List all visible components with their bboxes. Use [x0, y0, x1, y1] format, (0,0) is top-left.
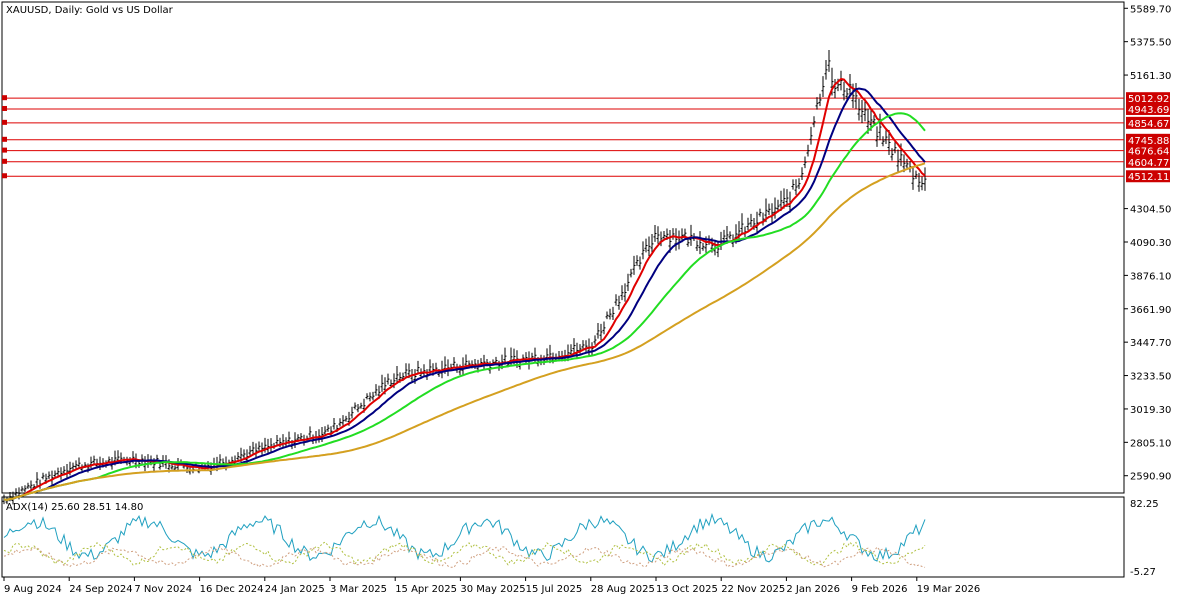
level-price-label: 4512.11 — [1128, 172, 1169, 183]
main-plot-frame — [1, 1, 1125, 494]
window-title: XAUUSD, Daily: Gold vs US Dollar — [6, 5, 174, 16]
price-axis: 5589.70 5375.50 5161.30 4304.50 4090.30 3876.… — [1124, 4, 1171, 483]
time-tick-label: 2 Jan 2026 — [786, 584, 840, 595]
moving-averages — [3, 77, 926, 502]
level-marker — [2, 105, 7, 111]
time-tick-label: 9 Feb 2026 — [852, 584, 908, 595]
time-tick-label: 15 Jul 2025 — [526, 584, 583, 595]
level-price-box — [1126, 133, 1170, 146]
price-tick-label: 3019.30 — [1130, 405, 1171, 416]
indicator-label: ADX(14) 25.60 28.51 14.80 — [6, 502, 143, 513]
level-price-box — [1126, 102, 1170, 115]
price-tick-label: 3876.10 — [1130, 271, 1171, 282]
level-price-box — [1126, 155, 1170, 168]
price-tick-label: 5375.50 — [1130, 38, 1171, 49]
level-marker — [2, 173, 7, 179]
indicator-scale-bottom: -5.27 — [1130, 567, 1156, 578]
indicator-scale-top: 82.25 — [1130, 499, 1159, 510]
ma-long-line — [3, 162, 926, 502]
price-tick-label: 3233.50 — [1130, 372, 1171, 383]
price-tick-label: 2590.90 — [1130, 472, 1171, 483]
level-marker — [2, 95, 7, 101]
time-tick-label: 3 Mar 2025 — [330, 584, 387, 595]
level-price-label: 4943.69 — [1128, 105, 1169, 116]
time-tick-label: 24 Sep 2024 — [69, 584, 132, 595]
price-tick-label: 4304.50 — [1130, 205, 1171, 216]
level-marker — [2, 119, 7, 125]
time-tick-label: 24 Jan 2025 — [265, 584, 325, 595]
level-price-label: 4604.77 — [1128, 158, 1169, 169]
time-tick-label: 22 Nov 2025 — [721, 584, 785, 595]
level-price-box — [1126, 116, 1170, 129]
level-price-box — [1126, 170, 1170, 183]
level-price-label: 4745.88 — [1128, 136, 1169, 147]
adx-lines — [3, 512, 926, 568]
time-tick-label: 19 Mar 2026 — [917, 584, 980, 595]
time-tick-label: 13 Oct 2025 — [656, 584, 718, 595]
time-tick-label: 30 May 2025 — [460, 584, 525, 595]
price-tick-label: 3661.90 — [1130, 305, 1171, 316]
level-marker — [2, 136, 7, 142]
level-marker — [2, 158, 7, 164]
time-tick-label: 15 Apr 2025 — [395, 584, 457, 595]
time-tick-label: 28 Aug 2025 — [591, 584, 655, 595]
time-tick-label: 9 Aug 2024 — [4, 584, 62, 595]
indicator-plot-frame — [1, 496, 1125, 578]
level-price-label: 4854.67 — [1128, 119, 1169, 130]
level-price-box — [1126, 92, 1170, 105]
price-tick-label: 2805.10 — [1130, 438, 1171, 449]
price-tick-label: 3447.70 — [1130, 338, 1171, 349]
level-price-box — [1126, 144, 1170, 157]
ma-fast-line — [3, 77, 926, 502]
ma-medium-line — [3, 112, 926, 502]
time-tick-label: 7 Nov 2024 — [134, 584, 192, 595]
price-tick-label: 5161.30 — [1130, 71, 1171, 82]
adx-main-line — [3, 512, 926, 563]
level-price-label: 4676.64 — [1128, 147, 1169, 158]
level-marker — [2, 147, 7, 153]
price-tick-label: 4090.30 — [1130, 238, 1171, 249]
time-axis: 9 Aug 2024 24 Sep 2024 7 Nov 2024 16 Dec 20… — [3, 577, 980, 595]
time-tick-label: 16 Dec 2024 — [200, 584, 264, 595]
price-tick-label: 5589.70 — [1130, 4, 1171, 15]
level-price-label: 5012.92 — [1128, 94, 1169, 105]
ma-slow-line — [3, 87, 926, 502]
